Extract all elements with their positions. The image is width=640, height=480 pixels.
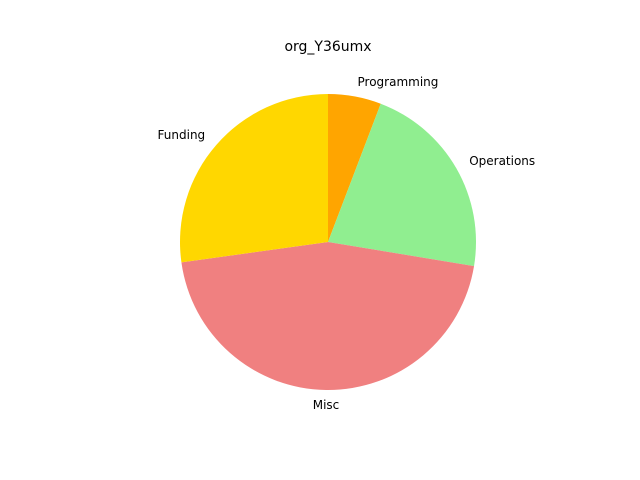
pie-slice-funding	[179, 94, 328, 263]
pie-slice-operations	[328, 103, 477, 267]
pie-slice-misc	[181, 242, 475, 391]
labels-group: Programming Operations Misc Funding	[158, 75, 536, 412]
pie-slice-programming	[328, 94, 381, 242]
slice-label-programming: Programming	[358, 75, 439, 89]
slice-label-funding: Funding	[158, 128, 206, 142]
chart-title: org_Y36umx	[284, 39, 371, 55]
slices-group	[179, 94, 477, 391]
slice-label-misc: Misc	[313, 398, 340, 412]
slice-label-operations: Operations	[469, 154, 535, 168]
